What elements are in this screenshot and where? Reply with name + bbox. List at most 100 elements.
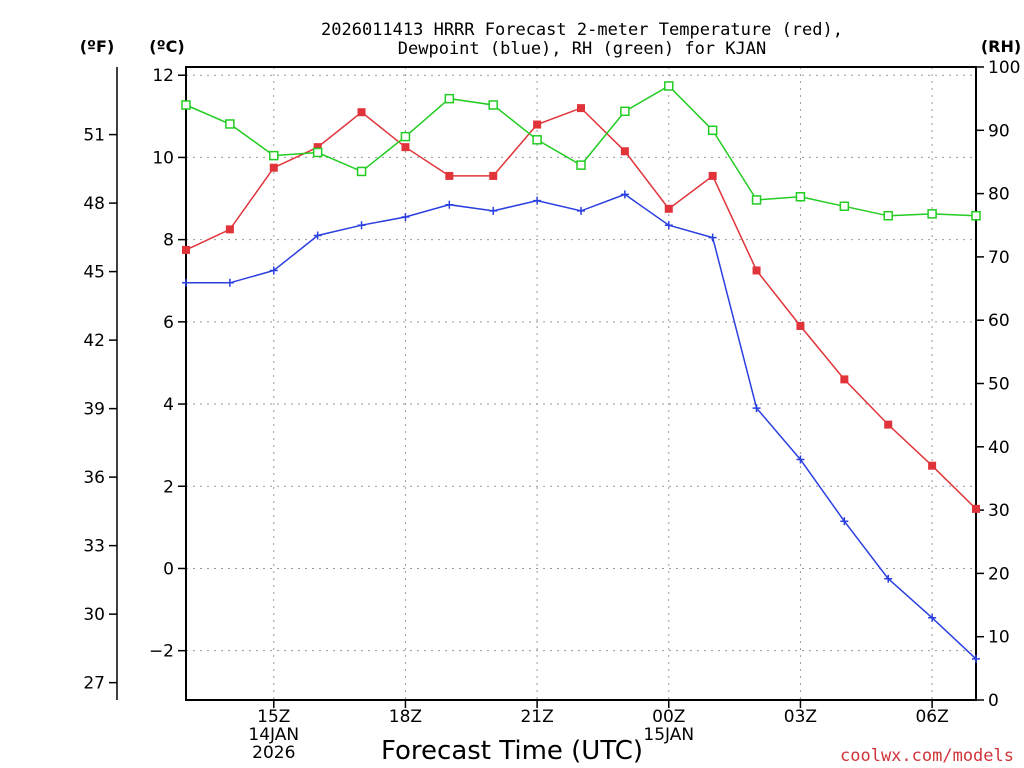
celsius-tick-label: 0 — [163, 559, 174, 579]
dewpoint-point — [884, 574, 893, 583]
rh-point — [576, 160, 586, 170]
fahrenheit-unit-label: (ºF) — [80, 37, 115, 56]
x-tick-label: 14JAN — [248, 725, 299, 745]
dewpoint-point — [796, 455, 805, 464]
celsius-tick-label: 12 — [152, 66, 174, 86]
rh-point — [356, 166, 367, 177]
rh-point — [707, 125, 718, 136]
temperature-point — [577, 104, 585, 113]
rh-tick-label: 40 — [988, 438, 1010, 458]
dewpoint-point — [489, 206, 498, 215]
celsius-tick-label: 2 — [163, 477, 174, 497]
dewpoint-point — [182, 278, 190, 287]
rh-point — [664, 81, 674, 91]
celsius-tick-label: 10 — [152, 148, 174, 168]
temperature-point — [708, 171, 717, 180]
rh-point — [751, 195, 762, 205]
x-tick-label: 18Z — [389, 707, 422, 727]
dewpoint-point — [401, 213, 410, 222]
rh-point — [971, 211, 981, 221]
dewpoint-point — [533, 196, 542, 205]
rh-tick-label: 70 — [988, 248, 1010, 268]
temperature-point — [620, 147, 629, 156]
rh-tick-label: 20 — [988, 564, 1010, 584]
rh-point — [927, 209, 937, 219]
dewpoint-point — [357, 221, 366, 230]
rh-point — [839, 201, 850, 212]
rh-point — [532, 135, 542, 145]
fahrenheit-tick-label: 48 — [83, 194, 105, 214]
fahrenheit-tick-label: 33 — [83, 537, 105, 557]
dewpoint-point — [269, 266, 278, 275]
rh-point — [444, 93, 455, 104]
dewpoint-point — [928, 613, 937, 622]
x-axis-label: Forecast Time (UTC) — [381, 736, 643, 766]
rh-tick-label: 50 — [988, 375, 1010, 395]
temperature-point — [357, 108, 366, 117]
fahrenheit-tick-label: 39 — [83, 400, 105, 420]
temperature-point — [840, 375, 849, 384]
fahrenheit-tick-label: 27 — [83, 674, 105, 694]
rh-tick-label: 10 — [988, 628, 1010, 648]
temperature-point — [445, 171, 454, 180]
temperature-point — [225, 225, 234, 234]
fahrenheit-tick-label: 30 — [83, 605, 105, 625]
rh-tick-label: 90 — [988, 121, 1010, 141]
dewpoint-line — [186, 193, 977, 660]
credit-link[interactable]: coolwx.com/models — [840, 746, 1014, 766]
chart-title-line-1: 2026011413 HRRR Forecast 2-meter Tempera… — [321, 20, 843, 40]
dewpoint-point — [313, 231, 322, 240]
rh-point — [181, 100, 191, 110]
dewpoint-point — [225, 278, 234, 287]
temperature-point — [313, 143, 322, 152]
temperature-point — [752, 266, 761, 275]
celsius-tick-label: 6 — [163, 313, 174, 333]
x-tick-label: 15Z — [257, 707, 290, 727]
x-tick-label: 00Z — [652, 707, 685, 727]
temperature-point — [489, 171, 498, 180]
fahrenheit-tick-label: 36 — [83, 468, 105, 488]
rh-tick-label: 30 — [988, 501, 1010, 521]
fahrenheit-tick-label: 51 — [83, 126, 105, 146]
dewpoint-point — [664, 221, 673, 230]
rh-point — [883, 211, 893, 221]
temperature-point — [664, 204, 673, 213]
dewpoint-point — [620, 190, 629, 199]
rh-point — [620, 106, 630, 117]
rh-point — [400, 131, 411, 142]
temperature-point — [972, 504, 980, 513]
rh-point — [795, 192, 806, 202]
axes — [109, 66, 984, 708]
fahrenheit-tick-label: 45 — [83, 263, 105, 283]
series — [181, 81, 981, 663]
temperature-point — [401, 143, 410, 152]
celsius-tick-label: 8 — [163, 231, 174, 251]
x-tick-label: 21Z — [520, 707, 553, 727]
grid — [186, 67, 976, 700]
fahrenheit-tick-label: 42 — [83, 331, 105, 351]
temperature-point — [928, 461, 937, 470]
dewpoint-point — [577, 206, 585, 215]
dewpoint-point — [708, 233, 717, 242]
dewpoint-point — [972, 654, 980, 663]
x-tick-label: 15JAN — [643, 725, 694, 745]
celsius-tick-label: 4 — [163, 395, 174, 415]
x-tick-label: 2026 — [252, 743, 295, 763]
rh-tick-label: 60 — [988, 311, 1010, 331]
x-tick-label: 03Z — [784, 707, 817, 727]
dewpoint-point — [752, 404, 761, 413]
rh-point — [312, 147, 323, 158]
temperature-point — [533, 120, 542, 129]
rh-unit-label: (RH) — [981, 37, 1021, 56]
celsius-unit-label: (ºC) — [149, 37, 184, 56]
rh-tick-label: 0 — [988, 691, 999, 711]
chart-title-line-2: Dewpoint (blue), RH (green) for KJAN — [398, 39, 766, 59]
rh-point — [488, 100, 498, 110]
rh-tick-label: 80 — [988, 185, 1010, 205]
dewpoint-point — [840, 517, 849, 526]
temperature-point — [884, 420, 893, 429]
celsius-tick-label: −2 — [149, 642, 174, 662]
rh-point — [269, 150, 279, 161]
dewpoint-point — [445, 200, 454, 209]
